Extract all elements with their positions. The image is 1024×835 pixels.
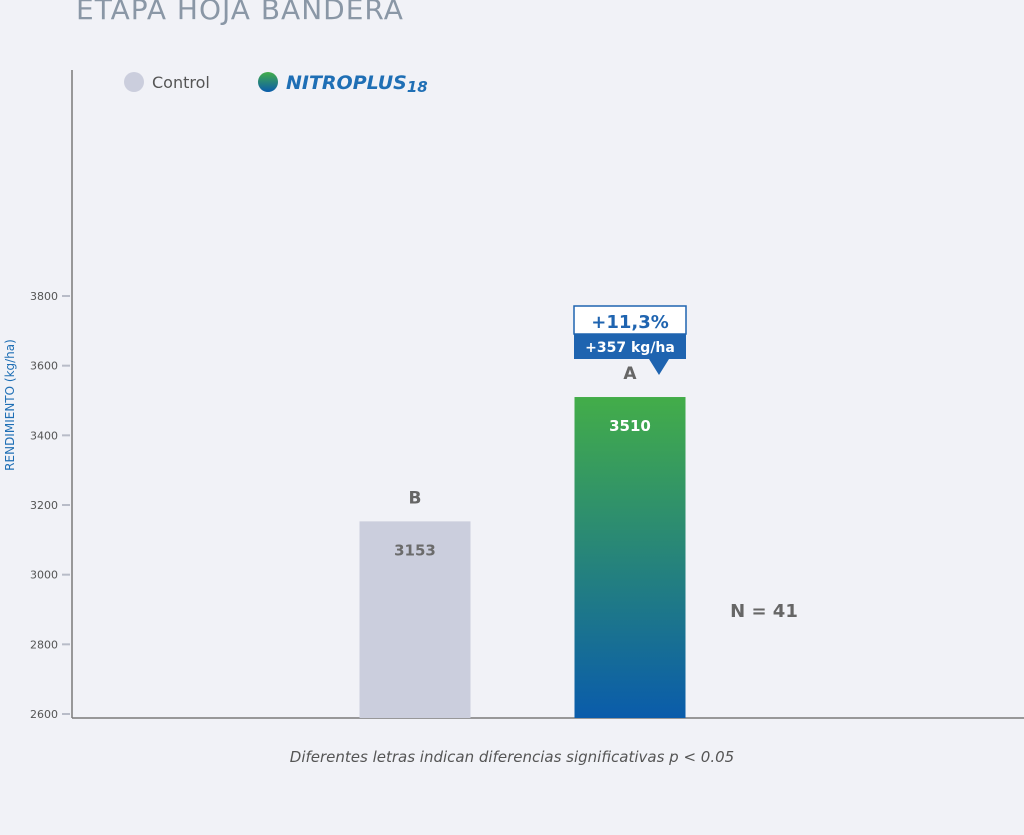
legend-nitroplus-label: NITROPLUS18 bbox=[286, 72, 428, 96]
y-tick-label: 3000 bbox=[30, 569, 58, 582]
bar-nitroplus bbox=[574, 397, 686, 718]
y-tick-label: 2600 bbox=[30, 708, 58, 721]
y-tick-label: 3800 bbox=[30, 290, 58, 303]
footnote: Diferentes letras indican diferencias si… bbox=[290, 748, 734, 766]
callout-box bbox=[573, 305, 687, 335]
legend-nitroplus-swatch bbox=[258, 72, 278, 92]
y-tick-label: 3200 bbox=[30, 499, 58, 512]
increase-callout: +11,3% +357 kg/ha bbox=[573, 305, 687, 375]
bar-control bbox=[359, 521, 471, 718]
legend-control-swatch bbox=[124, 72, 144, 92]
bar-value-label: 3510 bbox=[609, 417, 651, 435]
significance-letter: B bbox=[409, 488, 422, 508]
y-axis-label: RENDIMIENTO (kg/ha) bbox=[3, 339, 17, 471]
sample-size-label: N = 41 bbox=[730, 601, 798, 622]
callout-kg: +357 kg/ha bbox=[585, 340, 675, 356]
bar-value-label: 3153 bbox=[394, 541, 436, 559]
callout-percent: +11,3% bbox=[591, 312, 669, 333]
y-tick-label: 3600 bbox=[30, 360, 58, 373]
callout-pointer-box bbox=[574, 334, 686, 375]
legend-control-label: Control bbox=[152, 73, 210, 92]
y-tick-label: 3400 bbox=[30, 429, 58, 442]
legend-nitroplus-suffix: 18 bbox=[407, 78, 428, 96]
significance-letter: A bbox=[623, 364, 637, 384]
chart-title: ETAPA HOJA BANDERA bbox=[76, 0, 404, 26]
legend-nitroplus-name: NITROPLUS bbox=[286, 72, 407, 94]
y-tick-label: 2800 bbox=[30, 638, 58, 651]
